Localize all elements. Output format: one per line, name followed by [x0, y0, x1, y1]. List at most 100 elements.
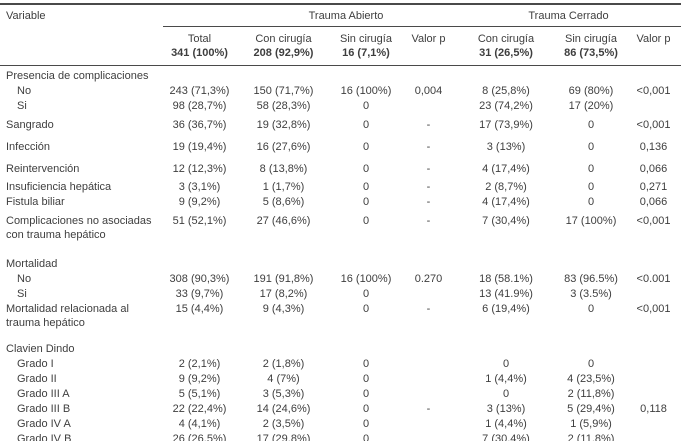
row-cell — [331, 246, 401, 272]
row-cell: - — [426, 303, 431, 315]
row-cell: 243 (71,3%) — [169, 85, 230, 97]
row-cell — [401, 246, 456, 272]
row-cell — [401, 287, 456, 302]
row-cell: 0 — [587, 163, 595, 175]
row-cell — [331, 331, 401, 357]
row-cell — [626, 372, 681, 387]
table-row: Si 98 (28,7%) 58 (28,3%) 0 23 (74,2%) 17 (20%… — [0, 99, 681, 114]
row-cell — [456, 66, 556, 85]
table-header: Variable Trauma Abierto Trauma Cerrado T… — [0, 4, 682, 66]
row-cell: 69 (80%) — [568, 85, 614, 97]
row-cell: 0,066 — [639, 196, 668, 208]
column-header-ta_sin: Sin cirugía 16 (7,1%) — [331, 26, 401, 66]
row-cell — [236, 66, 331, 85]
row-cell: 1 (4,4%) — [485, 373, 527, 385]
row-cell: <0,001 — [636, 303, 671, 315]
row-cell — [626, 357, 681, 372]
table-row: No 243 (71,3%) 150 (71,7%) 16 (100%) 0,004 8 … — [0, 84, 681, 99]
row-cell: 4 (23,5%) — [567, 373, 615, 385]
table-row: Si 33 (9,7%) 17 (8,2%) 0 13 (41.9%) 3 (3.5%) — [0, 287, 681, 302]
header-group-row: Variable Trauma Abierto Trauma Cerrado — [0, 4, 682, 66]
row-cell — [456, 331, 556, 357]
row-cell: 0,118 — [640, 403, 667, 415]
row-cell: 98 (28,7%) — [172, 100, 227, 112]
table-row: No 308 (90,3%) 191 (91,8%) 16 (100%) 0.270 18… — [0, 272, 681, 287]
row-cell: 0 — [362, 181, 370, 193]
row-cell: - — [426, 403, 431, 415]
row-cell: 0 — [362, 418, 370, 430]
column-header-ta_con: Con cirugía 208 (92,9%) — [236, 26, 331, 66]
row-cell — [401, 66, 456, 85]
table-row: Grado IV A 4 (4,1%) 2 (3,5%) 0 1 (4,4%) 1 (5,… — [0, 417, 681, 432]
table-row: Grado III A 5 (5,1%) 3 (5,3%) 0 0 2 (11,8%) — [0, 387, 681, 402]
table-row: Grado I 2 (2,1%) 2 (1,8%) 0 0 0 — [0, 357, 681, 372]
row-cell: 0 — [362, 215, 370, 227]
table-body: Presencia de complicaciones No 243 (71,3%)… — [0, 66, 681, 441]
row-cell: 83 (96.5%) — [564, 273, 618, 285]
row-cell — [163, 66, 236, 85]
row-cell: 0 — [587, 196, 595, 208]
row-cell: 0 — [362, 141, 370, 153]
column-header-tc_con: Con cirugía 31 (26,5%) — [456, 26, 556, 66]
row-label: Grado IV A — [17, 418, 71, 430]
row-label: Presencia de complicaciones — [6, 70, 149, 82]
row-cell — [626, 99, 681, 114]
row-cell: 0 — [362, 288, 370, 300]
row-cell: 4 (17,4%) — [482, 196, 530, 208]
column-header-variable: Variable — [0, 4, 163, 66]
row-cell: 58 (28,3%) — [256, 100, 311, 112]
header-columns-row: Total 341 (100%) Con cirugía 208 (92,9%) Sin… — [0, 26, 682, 66]
row-cell — [331, 66, 401, 85]
row-cell: 0 — [362, 303, 370, 315]
row-label: Si — [17, 100, 27, 112]
row-cell: - — [426, 141, 431, 153]
row-cell — [626, 387, 681, 402]
row-cell: - — [426, 181, 431, 193]
row-cell — [556, 66, 626, 85]
row-cell: 1 (1,7%) — [262, 181, 305, 193]
table-row: Complicaciones no asociadas con trauma h… — [0, 210, 681, 246]
row-cell: 9 (9,2%) — [178, 196, 221, 208]
row-label: Grado IV B — [17, 433, 72, 441]
table-row: Grado IV B 26 (26,5%) 17 (29,8%) 0 7 (30,4%)… — [0, 432, 681, 441]
row-cell — [401, 357, 456, 372]
header-spacer — [163, 4, 236, 27]
row-cell: 0 — [362, 119, 370, 131]
group-header-trauma-cerrado: Trauma Cerrado — [456, 4, 682, 27]
row-cell: 191 (91,8%) — [253, 273, 314, 285]
row-cell: 26 (26,5%) — [172, 433, 227, 441]
row-cell: <0,001 — [636, 215, 671, 227]
row-cell: 1 (5,9%) — [570, 418, 612, 430]
row-label: Reintervención — [6, 163, 80, 175]
row-label: Insuficiencia hepática — [6, 181, 112, 193]
row-cell — [236, 331, 331, 357]
row-label: Grado II — [17, 373, 57, 385]
row-cell: 6 (19,4%) — [482, 303, 530, 315]
row-cell: 0 — [362, 163, 370, 175]
row-cell: 4 (7%) — [267, 373, 300, 385]
row-cell: <0,001 — [636, 85, 671, 97]
row-cell: 0 — [362, 358, 370, 370]
table-row: Infección 19 (19,4%) 16 (27,6%) 0 - 3 (13%) 0 0… — [0, 136, 681, 158]
row-cell: 0,004 — [414, 85, 443, 97]
row-cell: 33 (9,7%) — [175, 288, 224, 300]
row-cell — [626, 417, 681, 432]
table-row: Grado II 9 (9,2%) 4 (7%) 0 1 (4,4%) 4 (23,5%) — [0, 372, 681, 387]
row-cell — [163, 246, 236, 272]
row-cell: 22 (22,4%) — [172, 403, 227, 415]
row-label: Grado III B — [17, 403, 71, 415]
row-cell: 9 (9,2%) — [178, 373, 221, 385]
row-cell: 0 — [362, 433, 370, 441]
table-row: Presencia de complicaciones — [0, 66, 681, 85]
row-cell: 51 (52,1%) — [172, 215, 227, 227]
row-cell: 0,066 — [639, 163, 668, 175]
row-label: Infección — [6, 141, 51, 153]
row-cell: 0 — [362, 373, 370, 385]
column-header-tc_p: Valor p — [626, 26, 682, 66]
row-cell: 17 (100%) — [565, 215, 617, 227]
row-cell: 0 — [362, 100, 370, 112]
row-cell: 12 (12,3%) — [172, 163, 227, 175]
row-cell: 150 (71,7%) — [253, 85, 314, 97]
row-cell — [163, 331, 236, 357]
